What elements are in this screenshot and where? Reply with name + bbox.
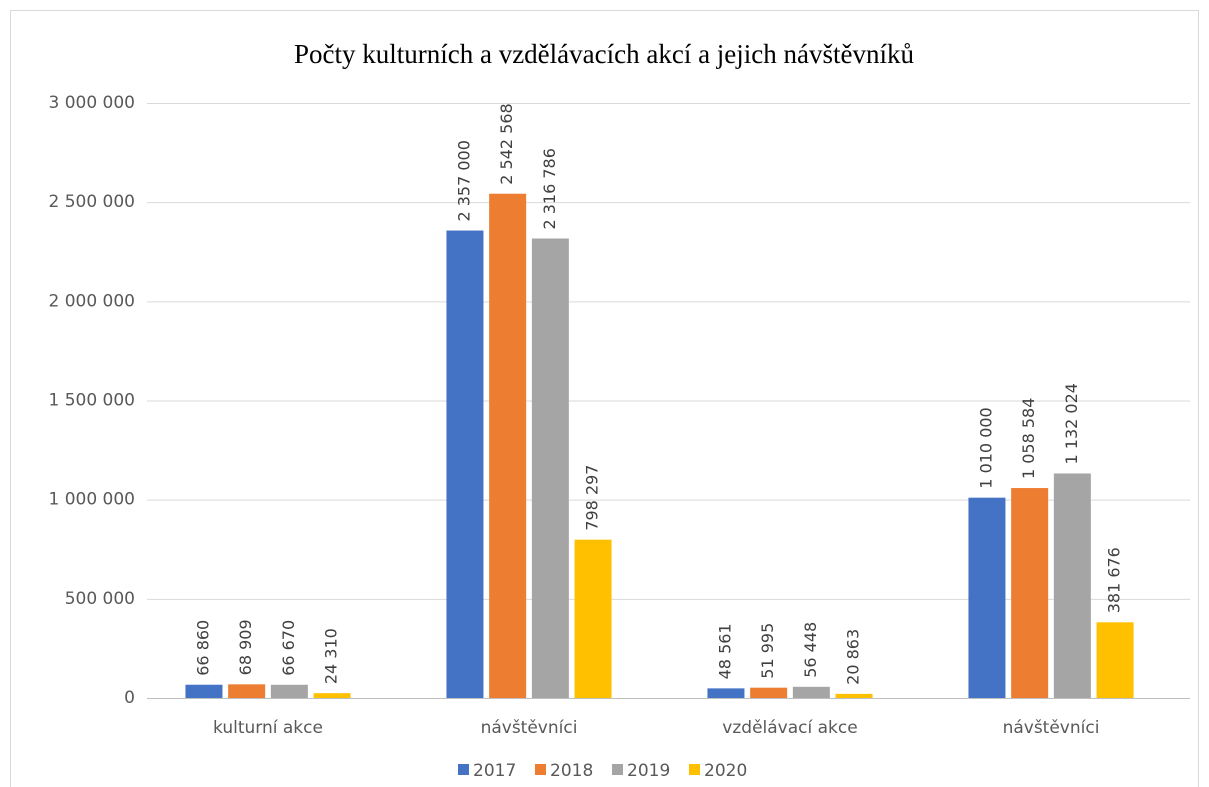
value-label: 1 010 000 — [976, 407, 995, 488]
x-tick-label: návštěvníci — [1003, 718, 1100, 738]
legend-label: 2020 — [704, 761, 747, 781]
value-label: 66 860 — [193, 620, 212, 676]
legend-label: 2018 — [550, 761, 593, 781]
bar — [792, 686, 830, 698]
bar — [707, 688, 745, 698]
value-label: 66 670 — [279, 620, 298, 676]
legend-swatch — [689, 764, 700, 775]
bar — [489, 193, 527, 699]
bar — [446, 230, 484, 699]
x-tick-label: kulturní akce — [213, 718, 323, 738]
x-tick-label: návštěvníci — [481, 718, 578, 738]
bar — [1053, 473, 1091, 698]
y-tick-label: 0 — [124, 688, 135, 708]
y-tick-label: 1 500 000 — [48, 391, 135, 411]
value-label: 2 542 568 — [497, 103, 516, 184]
bar — [750, 687, 788, 698]
bar — [968, 497, 1006, 698]
value-label: 24 310 — [322, 628, 341, 684]
bar — [313, 693, 351, 698]
legend-label: 2019 — [627, 761, 670, 781]
legend-swatch — [458, 764, 469, 775]
value-label: 381 676 — [1105, 547, 1124, 613]
bar — [574, 539, 612, 698]
legend-swatch — [612, 764, 623, 775]
value-label: 2 316 786 — [540, 148, 559, 229]
value-label: 1 058 584 — [1019, 398, 1038, 479]
legend-swatch — [535, 764, 546, 775]
chart-title: Počty kulturních a vzdělávacích akcí a j… — [294, 39, 915, 69]
bar — [1096, 622, 1134, 698]
bar — [185, 684, 223, 698]
bar — [228, 684, 266, 698]
x-tick-label: vzdělávací akce — [722, 718, 857, 738]
value-label: 48 561 — [715, 623, 734, 679]
value-label: 68 909 — [236, 619, 255, 675]
bar — [270, 684, 308, 698]
value-label: 2 357 000 — [454, 140, 473, 221]
value-label: 798 297 — [583, 464, 602, 530]
y-tick-label: 3 000 000 — [48, 93, 135, 113]
bar — [835, 693, 873, 698]
y-tick-label: 500 000 — [65, 589, 135, 609]
bar — [531, 238, 569, 699]
y-tick-label: 2 000 000 — [48, 291, 135, 311]
y-tick-label: 2 500 000 — [48, 192, 135, 212]
value-label: 20 863 — [844, 629, 863, 685]
chart-border — [10, 10, 1199, 787]
value-label: 51 995 — [758, 623, 777, 679]
y-tick-label: 1 000 000 — [48, 490, 135, 510]
value-label: 1 132 024 — [1062, 383, 1081, 464]
legend-label: 2017 — [473, 761, 516, 781]
bar — [1011, 488, 1049, 698]
value-label: 56 448 — [801, 622, 820, 678]
